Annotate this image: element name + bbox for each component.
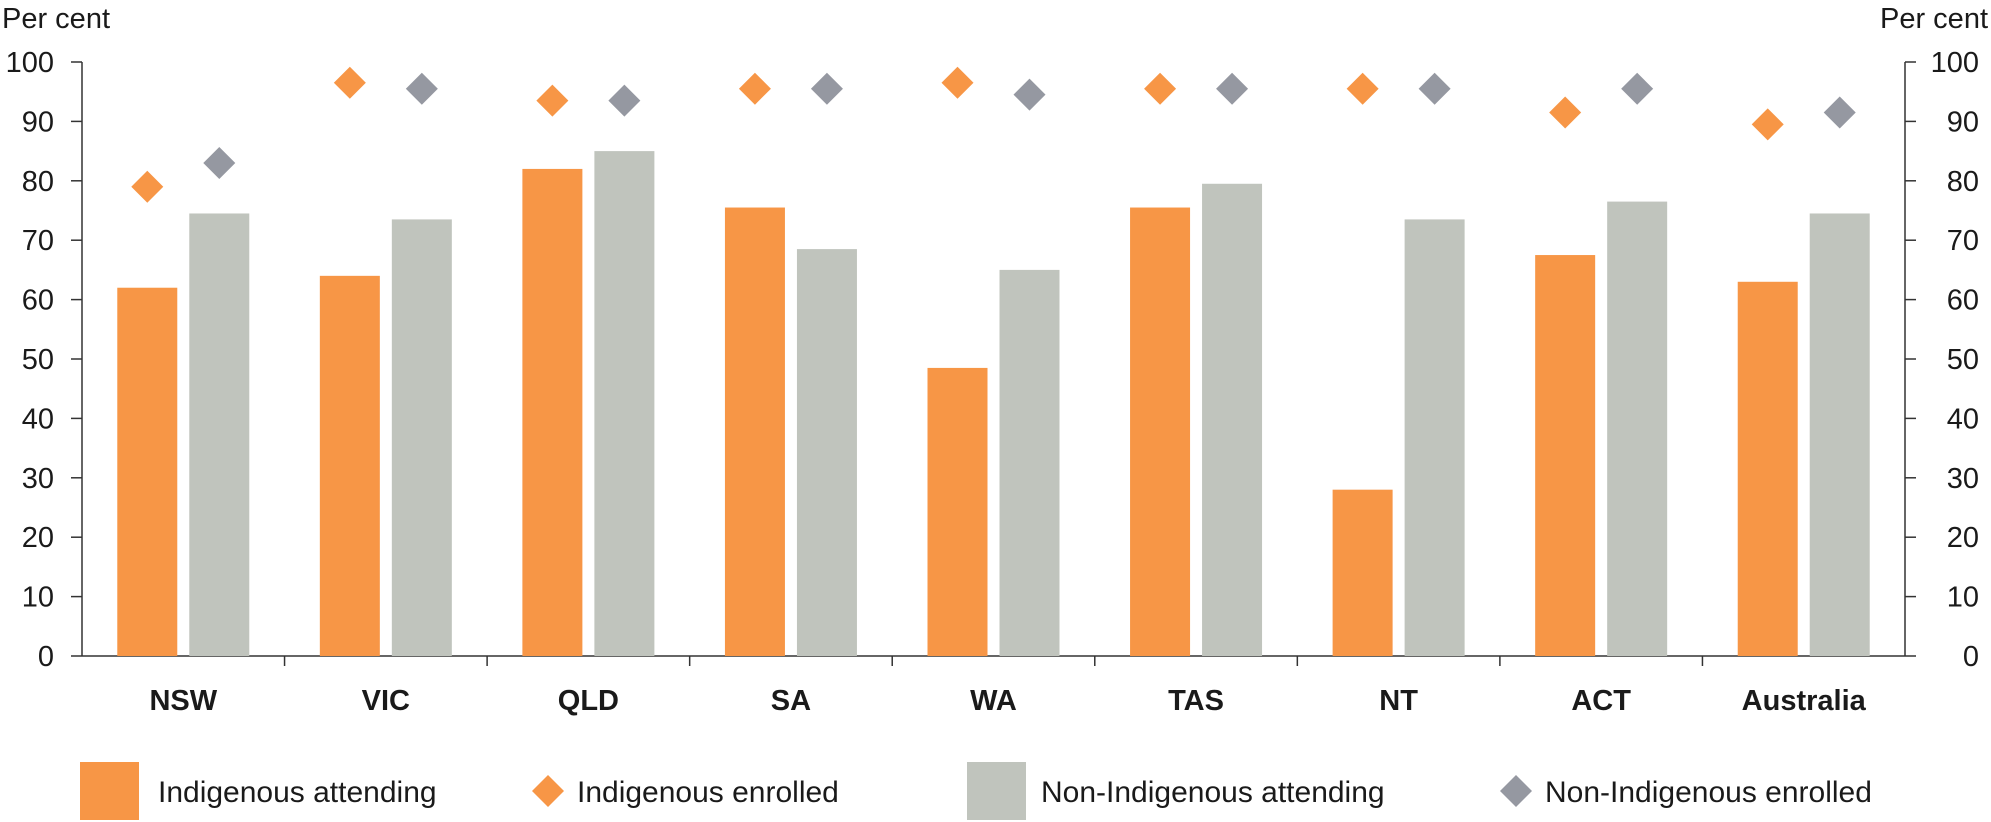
right-tick-label: 30 — [1947, 463, 1979, 495]
bar-non-indigenous-attending — [594, 151, 655, 656]
right-tick-label: 90 — [1947, 106, 1979, 138]
bar-non-indigenous-attending — [189, 213, 250, 656]
legend-swatch — [967, 762, 1026, 820]
category-label: WA — [970, 685, 1017, 717]
marker-indigenous-enrolled — [1346, 72, 1379, 105]
marker-non-indigenous-enrolled — [1418, 72, 1451, 105]
bar-non-indigenous-attending — [1607, 201, 1668, 656]
category-label: VIC — [362, 685, 410, 717]
left-tick-label: 10 — [22, 582, 54, 614]
left-tick-label: 20 — [22, 522, 54, 554]
bar-indigenous-attending — [1332, 489, 1393, 656]
bar-indigenous-attending — [1130, 207, 1191, 656]
right-tick-label: 0 — [1963, 641, 1979, 673]
left-tick-label: 100 — [6, 47, 54, 79]
marker-non-indigenous-enrolled — [203, 146, 236, 179]
left-tick-label: 70 — [22, 225, 54, 257]
marker-indigenous-enrolled — [738, 72, 771, 105]
bar-indigenous-attending — [1535, 255, 1596, 657]
legend-label: Indigenous enrolled — [577, 776, 839, 809]
right-tick-label: 70 — [1947, 225, 1979, 257]
category-label: NSW — [149, 685, 217, 717]
legend-swatch — [80, 762, 139, 820]
marker-non-indigenous-enrolled — [405, 72, 438, 105]
left-tick-label: 50 — [22, 344, 54, 376]
marker-non-indigenous-enrolled — [608, 84, 641, 117]
bar-indigenous-attending — [927, 367, 988, 656]
bar-non-indigenous-attending — [1404, 219, 1465, 656]
right-tick-label: 80 — [1947, 166, 1979, 198]
category-label: Australia — [1742, 685, 1867, 717]
bar-indigenous-attending — [117, 287, 178, 656]
left-tick-label: 80 — [22, 166, 54, 198]
left-tick-label: 0 — [38, 641, 54, 673]
category-label: TAS — [1168, 685, 1224, 717]
marker-non-indigenous-enrolled — [1823, 96, 1856, 129]
bar-non-indigenous-attending — [796, 249, 857, 657]
right-tick-label: 20 — [1947, 522, 1979, 554]
right-tick-label: 10 — [1947, 582, 1979, 614]
left-tick-label: 30 — [22, 463, 54, 495]
category-label: NT — [1379, 685, 1418, 717]
category-label: SA — [771, 685, 811, 717]
right-axis-label: Per cent — [1880, 3, 1988, 35]
marker-non-indigenous-enrolled — [1621, 72, 1654, 105]
legend-diamond — [1500, 775, 1532, 807]
marker-indigenous-enrolled — [131, 170, 164, 203]
marker-indigenous-enrolled — [333, 66, 366, 99]
bars — [117, 151, 1870, 657]
right-tick-label: 100 — [1931, 47, 1979, 79]
markers — [131, 66, 1856, 203]
legend-label: Non-Indigenous attending — [1041, 776, 1385, 809]
right-tick-label: 60 — [1947, 285, 1979, 317]
category-labels: NSW VIC QLD SA WA TAS NT ACT Australia — [149, 685, 1866, 717]
marker-indigenous-enrolled — [536, 84, 569, 117]
legend-diamond — [532, 775, 564, 807]
left-tick-label: 60 — [22, 285, 54, 317]
legend: Indigenous attending Indigenous enrolled N… — [80, 762, 1872, 820]
left-tick-label: 40 — [22, 403, 54, 435]
bar-indigenous-attending — [1737, 281, 1798, 656]
marker-indigenous-enrolled — [1549, 96, 1582, 129]
bar-non-indigenous-attending — [391, 219, 452, 656]
right-tick-label: 40 — [1947, 403, 1979, 435]
left-axis-label: Per cent — [2, 3, 110, 35]
bar-non-indigenous-attending — [999, 269, 1060, 656]
marker-indigenous-enrolled — [1751, 108, 1784, 141]
legend-label: Indigenous attending — [158, 776, 437, 809]
bar-indigenous-attending — [724, 207, 785, 656]
bar-indigenous-attending — [319, 275, 380, 656]
bar-non-indigenous-attending — [1809, 213, 1870, 656]
category-label: ACT — [1571, 685, 1631, 717]
bar-indigenous-attending — [522, 168, 583, 657]
left-tick-label: 90 — [22, 106, 54, 138]
marker-non-indigenous-enrolled — [1013, 78, 1046, 111]
axes: 0 0 10 10 20 20 30 30 40 40 50 50 60 60 70 70 80 80 90 90 10… — [6, 47, 1979, 673]
marker-indigenous-enrolled — [941, 66, 974, 99]
category-label: QLD — [558, 685, 619, 717]
marker-non-indigenous-enrolled — [1216, 72, 1249, 105]
marker-indigenous-enrolled — [1144, 72, 1177, 105]
right-tick-label: 50 — [1947, 344, 1979, 376]
legend-label: Non-Indigenous enrolled — [1545, 776, 1872, 809]
bar-non-indigenous-attending — [1202, 183, 1263, 656]
marker-non-indigenous-enrolled — [810, 72, 843, 105]
